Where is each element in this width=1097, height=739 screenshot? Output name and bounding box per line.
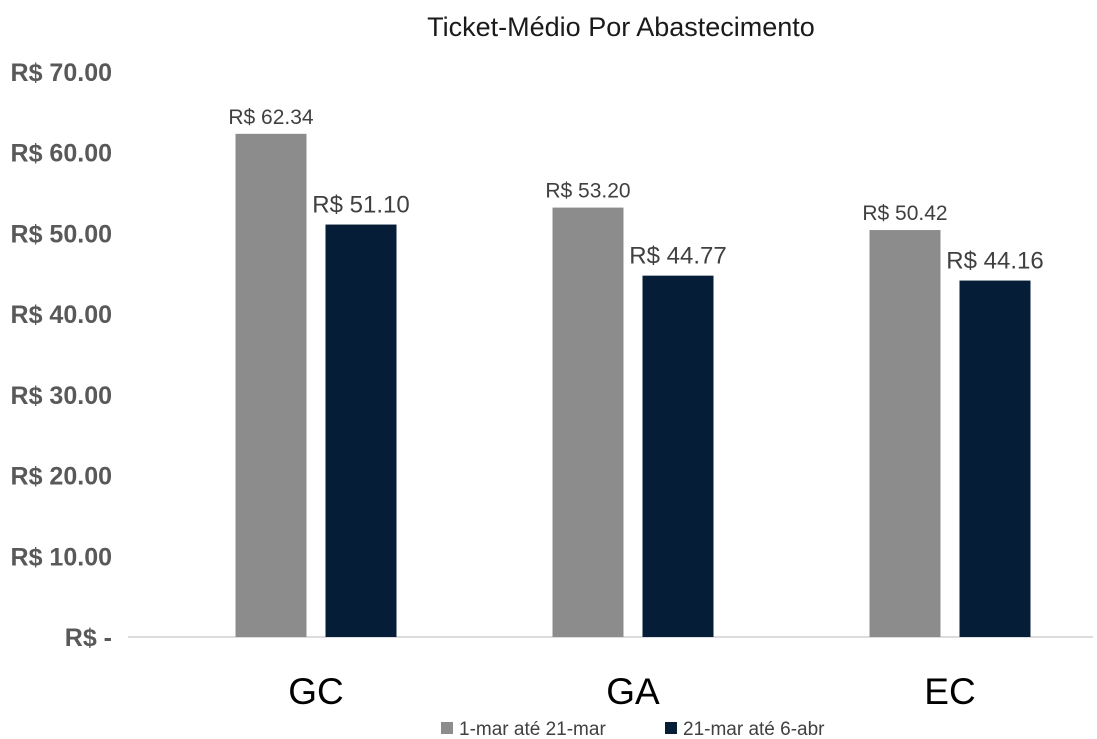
y-tick-label: R$ - (65, 624, 112, 652)
y-axis-tick-labels: R$ - R$ 10.00 R$ 20.00 R$ 30.00 R$ 40.00 R$ 5… (11, 59, 112, 652)
data-label: R$ 53.20 (545, 180, 630, 203)
bar (325, 224, 397, 638)
legend-item: 21-mar até 6-abr (665, 719, 825, 739)
y-tick-label: R$ 60.00 (11, 140, 112, 168)
y-tick-label: R$ 50.00 (11, 220, 112, 248)
bars (235, 133, 1031, 638)
y-tick-label: R$ 40.00 (11, 301, 112, 329)
x-tick-label: GA (606, 671, 660, 712)
y-tick-label: R$ 20.00 (11, 463, 112, 491)
legend-swatch (441, 722, 453, 734)
chart-title: Ticket-Médio Por Abastecimento (427, 12, 815, 42)
data-label: R$ 44.16 (946, 248, 1043, 275)
legend-swatch (665, 722, 677, 734)
y-tick-label: R$ 30.00 (11, 382, 112, 410)
x-tick-label: EC (924, 671, 975, 712)
legend-label: 21-mar até 6-abr (683, 719, 825, 739)
y-tick-label: R$ 70.00 (11, 59, 112, 87)
y-tick-label: R$ 10.00 (11, 543, 112, 571)
legend-item: 1-mar até 21-mar (441, 719, 606, 739)
data-label: R$ 50.42 (862, 202, 947, 225)
x-tick-label: GC (288, 671, 344, 712)
data-label: R$ 51.10 (312, 192, 409, 219)
data-labels: R$ 62.34 R$ 53.20 R$ 50.42 R$ 51.10 R$ 44.77… (228, 106, 1043, 275)
bar (959, 280, 1031, 637)
data-label: R$ 62.34 (228, 106, 314, 129)
legend: 1-mar até 21-mar 21-mar até 6-abr (441, 719, 825, 739)
bar (552, 207, 624, 637)
x-axis-tick-labels: GC GA EC (288, 671, 975, 712)
data-label: R$ 44.77 (629, 243, 726, 270)
legend-label: 1-mar até 21-mar (459, 719, 606, 739)
bar (642, 275, 714, 637)
bar (235, 133, 307, 637)
bar (869, 230, 941, 637)
